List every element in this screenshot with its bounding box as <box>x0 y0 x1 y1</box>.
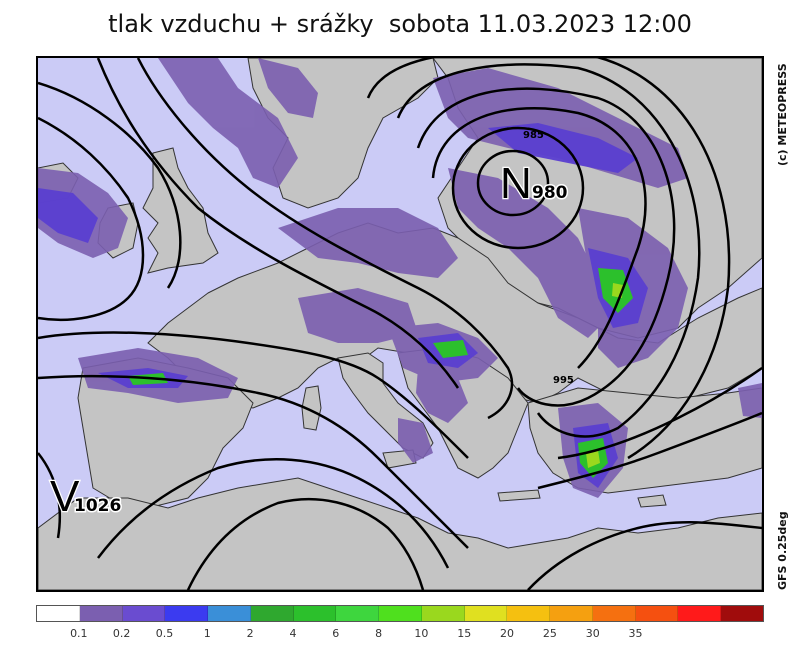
isobars <box>38 58 762 590</box>
legend-label: 35 <box>628 627 643 640</box>
high-value: 1026 <box>74 496 121 516</box>
crete <box>497 489 541 502</box>
legend-labels: 0.1 0.2 0.5 1 2 4 6 8 10 15 20 25 30 35 <box>36 627 764 643</box>
low-value: 980 <box>532 183 568 203</box>
legend-label: 8 <box>375 627 383 640</box>
legend-label: 25 <box>542 627 557 640</box>
high-pressure-center: V 1026 <box>49 471 123 523</box>
legend-swatch <box>421 606 465 621</box>
legend-swatch <box>37 606 80 621</box>
low-pressure-center: N 980 <box>499 158 569 210</box>
weather-map[interactable]: 985 995 N 980 V 1026 <box>36 56 764 592</box>
legend-label: 0.1 <box>70 627 88 640</box>
legend-label: 1 <box>203 627 211 640</box>
legend-swatch <box>79 606 123 621</box>
legend-swatch <box>550 606 593 621</box>
legend-swatch <box>336 606 380 621</box>
map-canvas: 985 995 N 980 V 1026 <box>38 58 762 590</box>
map-title: tlak vzduchu + srážky sobota 11.03.2023 … <box>108 10 692 38</box>
legend-label: 10 <box>414 627 429 640</box>
legend-label: 20 <box>500 627 515 640</box>
legend-swatch <box>165 606 209 621</box>
isobar-label-995: 995 <box>553 375 574 386</box>
legend-swatch <box>250 606 294 621</box>
legend-label: 0.2 <box>112 627 131 640</box>
legend-label: 2 <box>246 627 254 640</box>
legend-label: 4 <box>289 627 297 640</box>
precipitation-legend <box>36 605 764 622</box>
isobar-label-985: 985 <box>523 130 544 141</box>
legend-swatch <box>507 606 551 621</box>
legend-swatch <box>721 606 764 621</box>
legend-swatch <box>635 606 679 621</box>
legend-label: 15 <box>457 627 472 640</box>
north-africa <box>38 477 762 590</box>
legend-label: 30 <box>585 627 600 640</box>
low-letter: N <box>500 159 532 208</box>
cyprus <box>637 494 667 508</box>
model-credit: GFS 0.25deg <box>776 511 789 590</box>
legend-swatch <box>592 606 636 621</box>
legend-swatch <box>464 606 508 621</box>
legend-swatch <box>122 606 166 621</box>
legend-label: 0.5 <box>155 627 174 640</box>
legend-label: 6 <box>332 627 340 640</box>
sardinia <box>301 385 322 431</box>
legend-swatch <box>208 606 251 621</box>
copyright-credit: (c) METEOPRESS <box>776 63 789 166</box>
great-britain <box>142 147 219 274</box>
high-letter: V <box>50 472 80 521</box>
legend-swatch <box>678 606 722 621</box>
legend-swatch <box>293 606 337 621</box>
legend-swatch <box>379 606 422 621</box>
